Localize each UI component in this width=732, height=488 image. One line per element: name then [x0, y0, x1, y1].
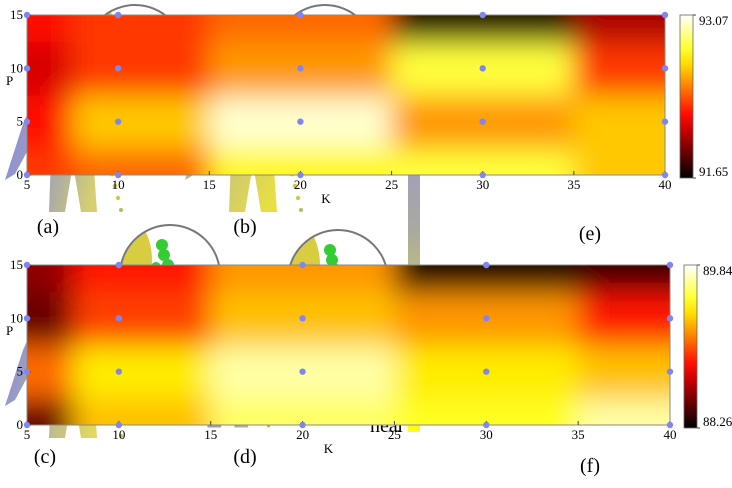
x-tick-label: 5 — [24, 177, 31, 192]
grid-point — [24, 315, 30, 321]
x-tick-label: 15 — [204, 427, 217, 442]
heatmap-cell — [574, 95, 696, 149]
heatmap-cell — [574, 42, 696, 96]
grid-point — [297, 12, 303, 18]
x-tick-label: 40 — [659, 177, 672, 192]
colorbar-tick-label: 89.84 — [703, 263, 732, 278]
x-tick-label: 25 — [388, 427, 401, 442]
x-tick-label: 20 — [294, 177, 307, 192]
heatmap-cell — [578, 398, 700, 455]
heatmap-cell — [578, 345, 700, 399]
grid-point — [299, 422, 305, 428]
grid-point — [297, 172, 303, 178]
x-tick-label: 5 — [24, 427, 31, 442]
grid-point — [24, 118, 30, 124]
y-axis-label: P — [6, 323, 13, 338]
grid-point — [299, 368, 305, 374]
heatmap-cell — [73, 345, 211, 399]
grid-point — [116, 368, 122, 374]
grid-point — [297, 118, 303, 124]
x-tick-label: 40 — [664, 427, 677, 442]
grid-point — [116, 262, 122, 268]
grid-point — [299, 262, 305, 268]
grid-point — [24, 172, 30, 178]
grid-point — [116, 422, 122, 428]
panel-label: (a) — [37, 216, 59, 238]
colorbar-tick-label: 88.26 — [703, 414, 732, 429]
grid-point — [297, 65, 303, 71]
grid-point — [115, 172, 121, 178]
heatmap — [0, 235, 701, 456]
heatmap-cell — [392, 0, 575, 42]
grid-point — [667, 262, 673, 268]
x-tick-label: 10 — [112, 177, 125, 192]
heatmap-colorbar — [684, 265, 697, 428]
x-tick-label: 10 — [112, 427, 125, 442]
grid-point — [662, 12, 668, 18]
grid-point — [662, 118, 668, 124]
x-axis-label: K — [324, 441, 334, 456]
grid-point — [115, 12, 121, 18]
grid-point — [115, 118, 121, 124]
grid-point — [115, 65, 121, 71]
y-axis-label: P — [6, 73, 13, 88]
x-tick-label: 25 — [385, 177, 398, 192]
grid-point — [24, 65, 30, 71]
x-tick-label: 30 — [480, 427, 493, 442]
grid-point — [24, 368, 30, 374]
y-tick-label: 0 — [17, 417, 24, 432]
grid-point — [667, 422, 673, 428]
grid-point — [483, 422, 489, 428]
heatmap-cell — [574, 148, 696, 205]
x-tick-label: 20 — [296, 427, 309, 442]
grid-point — [483, 262, 489, 268]
grid-point — [24, 262, 30, 268]
grid-point — [483, 315, 489, 321]
grid-point — [480, 118, 486, 124]
grid-point — [662, 65, 668, 71]
grid-point — [24, 12, 30, 18]
panel-label: (e) — [579, 223, 601, 245]
grid-point — [299, 315, 305, 321]
x-tick-label: 30 — [476, 177, 489, 192]
heatmap-cell — [73, 292, 211, 346]
grid-point — [667, 368, 673, 374]
grid-point — [480, 172, 486, 178]
x-tick-label: 35 — [572, 427, 585, 442]
heatmap-cells — [0, 235, 701, 456]
x-axis-label: K — [321, 191, 331, 206]
x-tick-label: 15 — [203, 177, 216, 192]
panel-label: (d) — [233, 446, 256, 468]
heatmap-colorbar — [680, 15, 693, 178]
heatmap-cell — [73, 95, 210, 149]
panel-label: (c) — [34, 446, 56, 468]
heatmap-cell — [209, 0, 392, 42]
x-tick-label: 35 — [567, 177, 580, 192]
grid-point — [24, 422, 30, 428]
y-tick-label: 15 — [10, 7, 23, 22]
figure: (a) (b) (c) (d) far near 510152025303540… — [0, 0, 732, 488]
colorbar-tick-label: 91.65 — [699, 164, 728, 179]
y-tick-label: 0 — [17, 167, 24, 182]
y-tick-label: 5 — [17, 114, 24, 129]
heatmap-cell — [578, 292, 700, 346]
colorbar-tick-label: 93.07 — [699, 13, 729, 28]
heatmap-cell — [73, 42, 210, 96]
grid-point — [480, 12, 486, 18]
y-tick-label: 15 — [10, 257, 23, 272]
grid-point — [662, 172, 668, 178]
y-tick-label: 5 — [17, 364, 24, 379]
panel-label: (b) — [233, 216, 256, 238]
panel-label: (f) — [580, 455, 600, 477]
grid-point — [483, 368, 489, 374]
heatmap-cell — [574, 0, 696, 42]
grid-point — [480, 65, 486, 71]
grid-point — [667, 315, 673, 321]
grid-point — [116, 315, 122, 321]
